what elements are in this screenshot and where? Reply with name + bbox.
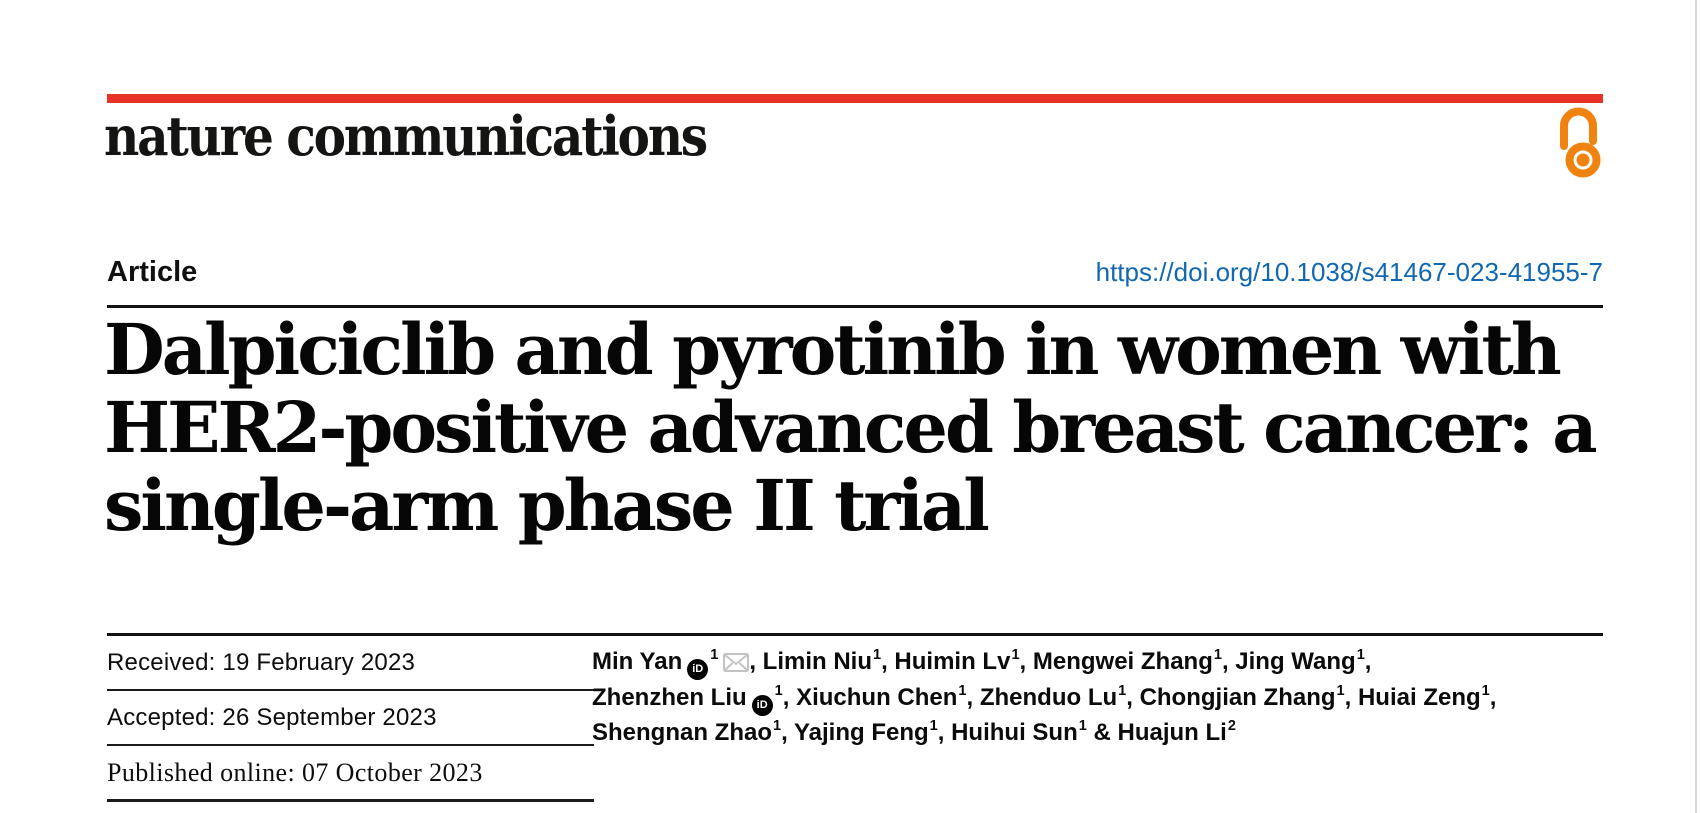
title-line-1: Dalpiciclib and pyrotinib in women with bbox=[104, 308, 1562, 391]
author-name: Huihui Sun bbox=[951, 719, 1078, 746]
article-header-row: Article https://doi.org/10.1038/s41467-0… bbox=[107, 256, 1603, 289]
orcid-icon[interactable]: iD bbox=[751, 695, 773, 716]
title-line-3: single-arm phase II trial bbox=[104, 464, 990, 547]
author-affiliation-sup: 1 bbox=[873, 647, 882, 663]
author-affiliation-sup: 1 bbox=[774, 683, 783, 699]
author-affiliation-sup: 1 bbox=[1481, 683, 1490, 699]
accepted-date: Accepted: 26 September 2023 bbox=[107, 691, 594, 746]
author-affiliation-sup: 1 bbox=[1118, 683, 1127, 699]
brand-red-bar bbox=[107, 94, 1603, 103]
article-type-label: Article bbox=[107, 256, 198, 288]
author-name: Huimin Lv bbox=[894, 648, 1011, 675]
author-name: Min Yan bbox=[592, 648, 683, 675]
page-right-edge bbox=[1695, 0, 1697, 813]
author-name: Huiai Zeng bbox=[1357, 684, 1481, 711]
header-divider bbox=[107, 305, 1603, 308]
author-list: Min Yan iD1, Limin Niu1, Huimin Lv1, Meng… bbox=[592, 647, 1497, 746]
author-name: Zhenduo Lu bbox=[979, 684, 1118, 711]
author-affiliation-sup: 1 bbox=[958, 683, 967, 699]
author-name: Mengwei Zhang bbox=[1032, 648, 1213, 675]
author-affiliation-sup: 1 bbox=[1011, 647, 1020, 663]
title-line-2: HER2-positive advanced breast cancer: a bbox=[104, 386, 1598, 469]
section-divider bbox=[107, 633, 1603, 636]
author-affiliation-sup: 1 bbox=[710, 647, 719, 663]
open-access-icon bbox=[1560, 107, 1601, 178]
published-date: Published online: 07 October 2023 bbox=[107, 746, 594, 802]
email-icon[interactable] bbox=[723, 648, 750, 681]
author-name: Xiuchun Chen bbox=[796, 684, 958, 711]
author-name: Shengnan Zhao bbox=[592, 719, 772, 746]
author-affiliation-sup: 2 bbox=[1227, 718, 1236, 734]
journal-logo: nature communications bbox=[104, 104, 708, 168]
received-date: Received: 19 February 2023 bbox=[107, 636, 594, 691]
doi-link[interactable]: https://doi.org/10.1038/s41467-023-41955… bbox=[1095, 257, 1603, 287]
author-name: Jing Wang bbox=[1235, 648, 1356, 675]
author-affiliation-sup: 1 bbox=[1356, 647, 1365, 663]
author-name: Yajing Feng bbox=[793, 719, 929, 746]
article-title: Dalpiciclib and pyrotinib in women with … bbox=[104, 311, 1603, 545]
author-name: Huajun Li bbox=[1117, 719, 1227, 746]
author-affiliation-sup: 1 bbox=[773, 718, 782, 734]
author-affiliation-sup: 1 bbox=[1213, 647, 1222, 663]
author-affiliation-sup: 1 bbox=[929, 718, 938, 734]
author-name: Zhenzhen Liu bbox=[592, 684, 747, 711]
author-affiliation-sup: 1 bbox=[1336, 683, 1345, 699]
dates-column: Received: 19 February 2023 Accepted: 26 … bbox=[107, 636, 594, 802]
orcid-icon[interactable]: iD bbox=[687, 659, 709, 680]
author-name: Chongjian Zhang bbox=[1139, 684, 1336, 711]
author-affiliation-sup: 1 bbox=[1078, 718, 1087, 734]
author-name: Limin Niu bbox=[762, 648, 872, 675]
